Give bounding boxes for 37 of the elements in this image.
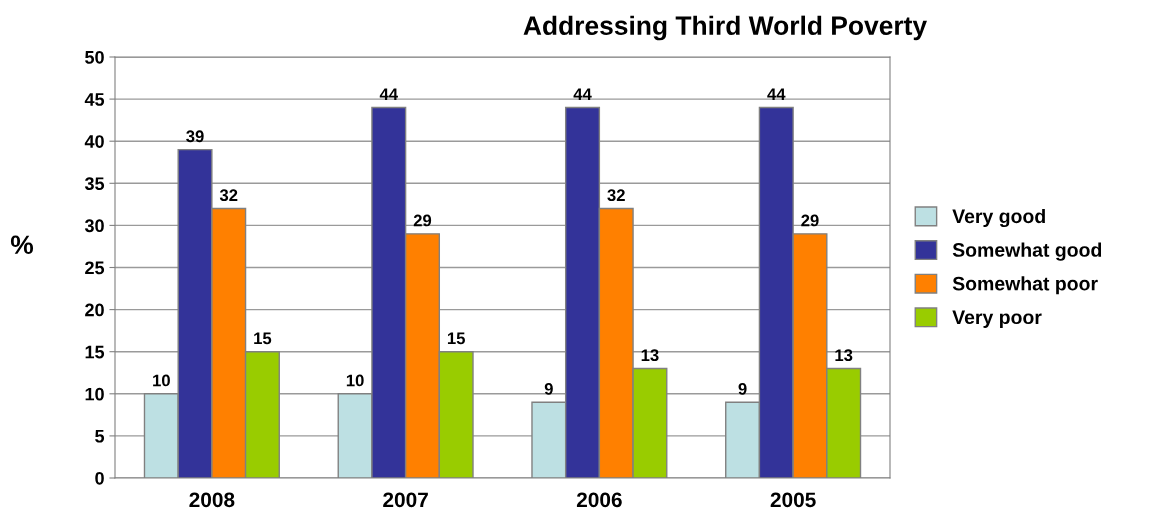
data-label: 13 xyxy=(835,349,853,362)
chart-title: Addressing Third World Poverty xyxy=(523,15,927,41)
x-tick-label: 2005 xyxy=(770,492,816,508)
data-label: 32 xyxy=(219,189,238,202)
data-label: 39 xyxy=(186,130,204,143)
legend-label: Somewhat poor xyxy=(952,276,1098,295)
x-tick-label: 2007 xyxy=(383,492,428,508)
data-label: 10 xyxy=(153,374,170,387)
y-tick-label: 50 xyxy=(85,50,104,64)
y-tick-label: 30 xyxy=(84,219,104,233)
y-tick-label: 5 xyxy=(95,430,105,443)
legend-label: Very poor xyxy=(952,310,1042,328)
legend-label: Somewhat good xyxy=(952,242,1102,261)
data-label: 44 xyxy=(379,88,398,100)
data-label: 44 xyxy=(767,88,786,100)
y-axis-title: % xyxy=(10,235,34,255)
y-tick-label: 15 xyxy=(85,345,105,359)
y-tick-label: 35 xyxy=(84,177,105,191)
y-tick-label: 40 xyxy=(84,135,104,148)
data-label: 15 xyxy=(447,332,465,345)
x-tick-label: 2008 xyxy=(189,492,235,508)
y-tick-label: 45 xyxy=(84,93,105,106)
data-label: 29 xyxy=(801,214,819,227)
data-label: 9 xyxy=(544,382,553,395)
legend-label: Very good xyxy=(952,208,1045,228)
data-label: 44 xyxy=(573,88,592,100)
y-tick-label: 10 xyxy=(85,387,104,401)
y-tick-label: 20 xyxy=(85,303,104,317)
data-label: 10 xyxy=(346,374,364,387)
data-label: 29 xyxy=(413,214,432,227)
y-tick-label: 25 xyxy=(85,261,105,275)
y-tick-label: 0 xyxy=(95,471,104,485)
data-label: 15 xyxy=(254,332,272,345)
x-tick-label: 2006 xyxy=(576,492,622,508)
data-label: 9 xyxy=(738,382,747,395)
data-label: 13 xyxy=(641,349,659,362)
data-label: 32 xyxy=(607,189,625,202)
